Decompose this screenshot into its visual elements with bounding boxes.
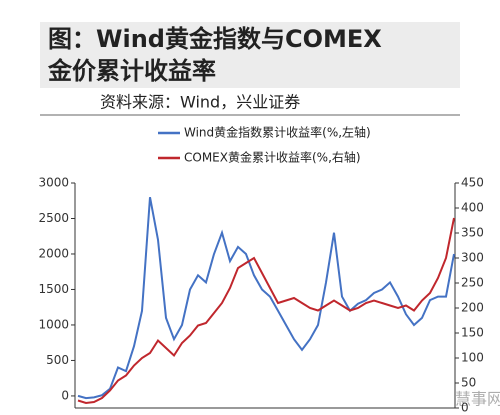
chart-subtitle: 资料来源：Wind，兴业证券	[100, 93, 300, 112]
y2-tick-label: 0	[461, 401, 469, 415]
y2-tick-label: 300	[461, 251, 484, 265]
y2-tick-label: 350	[461, 226, 484, 240]
legend-label: Wind黄金指数累计收益率(%,左轴)	[184, 125, 371, 140]
legend-label: COMEX黄金累计收益率(%,右轴)	[184, 150, 361, 165]
y-tick-label: 0	[61, 388, 69, 402]
y-tick-label: 2000	[38, 246, 69, 260]
y2-tick-label: 50	[461, 376, 476, 390]
watermark: 慧事网	[455, 390, 500, 409]
y-tick-label: 3000	[38, 176, 69, 190]
series-line	[77, 217, 455, 405]
y2-tick-label: 200	[461, 301, 484, 315]
series-line	[77, 197, 455, 400]
y2-tick-label: 400	[461, 201, 484, 215]
chart-title: 图：Wind黄金指数与COMEX	[48, 25, 382, 53]
y-tick-label: 1000	[38, 317, 69, 331]
y-tick-label: 500	[46, 353, 69, 367]
y-tick-label: 1500	[38, 282, 69, 296]
title-band	[40, 22, 460, 88]
chart-title: 金价累计收益率	[47, 57, 216, 85]
y2-tick-label: 100	[461, 351, 484, 365]
y2-tick-label: 450	[461, 176, 484, 190]
y2-tick-label: 250	[461, 276, 484, 290]
y-tick-label: 2500	[38, 211, 69, 225]
y2-tick-label: 150	[461, 326, 484, 340]
